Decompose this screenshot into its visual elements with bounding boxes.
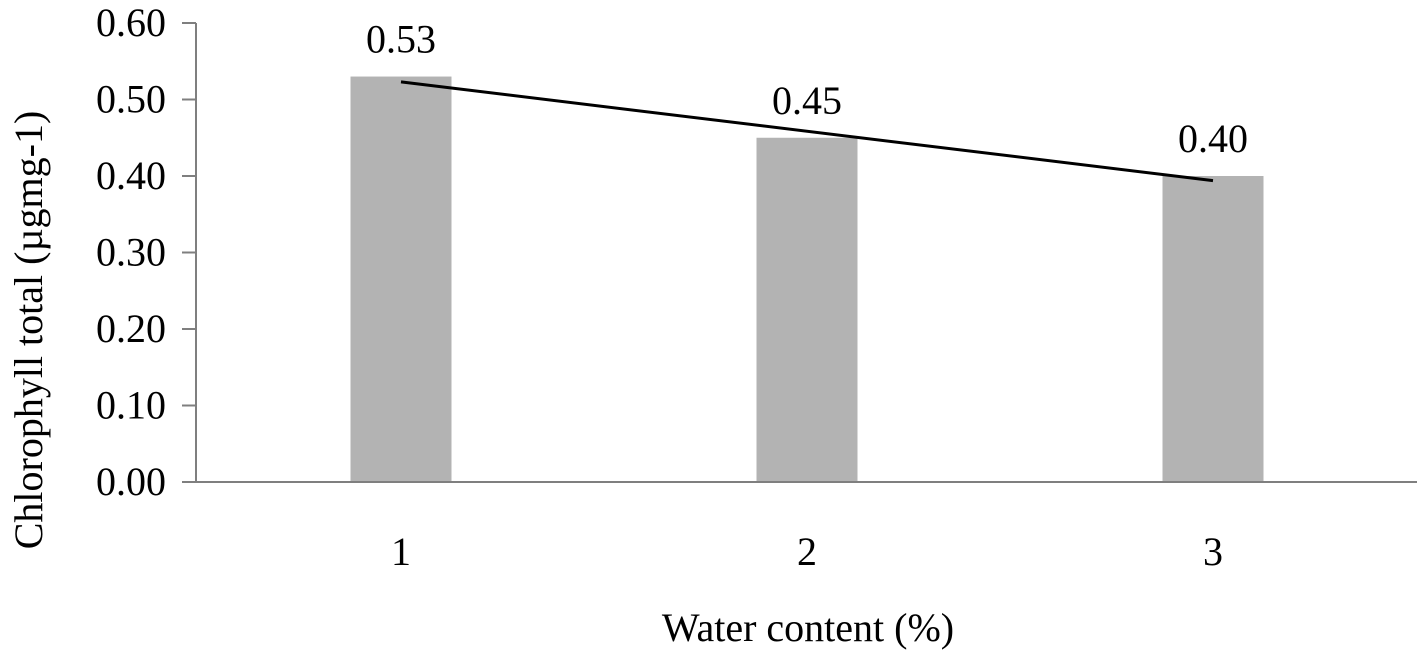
bars-layer xyxy=(350,76,1264,483)
trendline-layer xyxy=(400,80,1214,183)
bar-2 xyxy=(756,137,858,482)
y-tick-label-3: 0.30 xyxy=(96,230,166,275)
data-label-3: 0.40 xyxy=(1178,116,1248,161)
bar-3 xyxy=(1162,176,1264,482)
trendline xyxy=(400,80,1214,183)
y-tick-label-6: 0.60 xyxy=(96,0,166,45)
y-tick-label-0: 0.00 xyxy=(96,459,166,504)
axes-layer xyxy=(182,22,1417,483)
x-axis-title: Water content (%) xyxy=(662,605,954,650)
x-tick-label-3: 3 xyxy=(1203,529,1223,574)
y-tick-label-1: 0.10 xyxy=(96,383,166,428)
x-tick-label-1: 1 xyxy=(391,529,411,574)
data-label-1: 0.53 xyxy=(366,17,436,62)
y-tick-label-2: 0.20 xyxy=(96,306,166,351)
bar-1 xyxy=(350,76,452,483)
y-axis-title: Chlorophyll total (µgmg-1) xyxy=(6,111,51,550)
labels-layer: 0.53 0.45 0.40 0.00 0.10 0.20 0.30 0.40 0.50 0.60… xyxy=(96,0,1248,574)
data-label-2: 0.45 xyxy=(772,78,842,123)
x-tick-label-2: 2 xyxy=(797,529,817,574)
y-tick-label-5: 0.50 xyxy=(96,77,166,122)
y-tick-label-4: 0.40 xyxy=(96,153,166,198)
